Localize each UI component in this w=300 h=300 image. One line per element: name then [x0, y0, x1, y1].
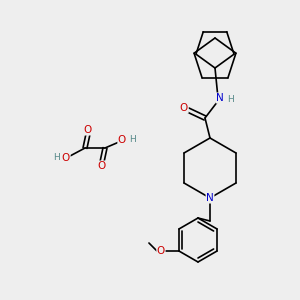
- Text: O: O: [157, 246, 165, 256]
- Text: N: N: [216, 93, 224, 103]
- Text: O: O: [84, 125, 92, 135]
- Text: H: H: [226, 95, 233, 104]
- Text: O: O: [98, 161, 106, 171]
- Text: O: O: [118, 135, 126, 145]
- Text: O: O: [180, 103, 188, 113]
- Text: H: H: [129, 136, 135, 145]
- Text: O: O: [62, 153, 70, 163]
- Text: N: N: [206, 193, 214, 203]
- Text: H: H: [54, 154, 60, 163]
